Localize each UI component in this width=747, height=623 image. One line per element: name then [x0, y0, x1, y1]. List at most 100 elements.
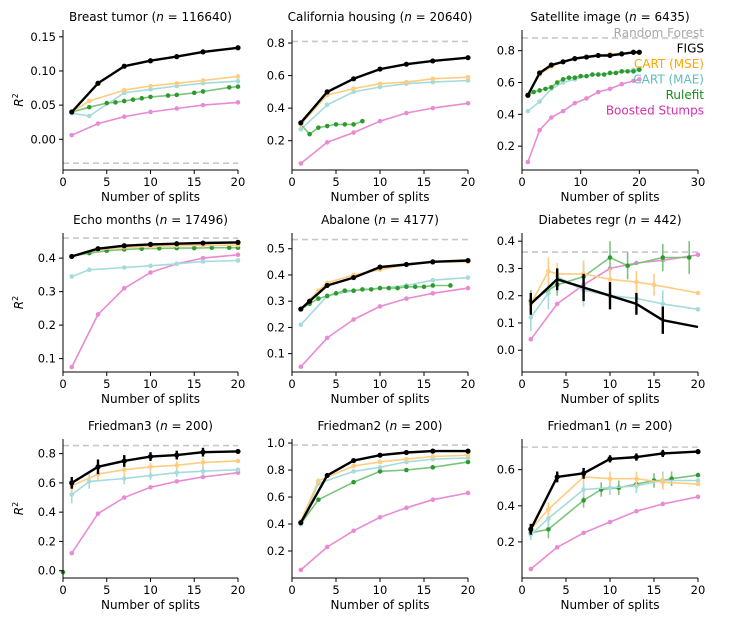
- x-tick-label: 15: [187, 377, 202, 391]
- data-point-figs: [607, 456, 613, 462]
- data-point-figs: [69, 480, 75, 486]
- y-axis-label: R2: [11, 93, 26, 106]
- data-point-stumps: [572, 100, 578, 106]
- data-point-cart_mae: [581, 487, 586, 492]
- data-point-rulefit: [316, 125, 321, 130]
- y-tick-label: 0.2: [267, 544, 285, 558]
- data-point-rulefit: [104, 100, 110, 106]
- y-tick-label: 0.00: [30, 132, 56, 146]
- panel-title: Echo months (n = 17496): [73, 213, 228, 227]
- data-point-figs: [377, 264, 383, 270]
- legend-entry-cart_mse: CART (MSE): [634, 57, 704, 71]
- data-point-cart_mse: [235, 458, 241, 464]
- data-point-figs: [403, 449, 409, 456]
- y-tick-label: 0.05: [30, 98, 56, 112]
- series-stumps: [298, 490, 471, 573]
- data-point-figs: [595, 52, 601, 59]
- x-tick-label: 20: [231, 175, 246, 189]
- data-point-rulefit: [333, 291, 339, 296]
- panel-title-n: = 20640): [412, 10, 473, 24]
- series-stumps: [298, 285, 471, 370]
- data-point-figs: [537, 70, 543, 76]
- series-line-rulefit: [530, 474, 699, 534]
- data-point-stumps: [324, 544, 330, 550]
- data-point-cart_mae: [560, 80, 566, 85]
- data-point-rulefit: [139, 95, 145, 101]
- data-point-rulefit: [625, 263, 630, 269]
- series-figs: [298, 448, 471, 526]
- data-point-figs: [324, 89, 330, 95]
- data-point-stumps: [377, 118, 383, 124]
- series-stumps: [298, 100, 471, 166]
- series-cart_mse: [298, 452, 471, 524]
- data-point-rulefit: [430, 283, 436, 288]
- series-cart_mae: [69, 466, 241, 504]
- data-point-figs: [200, 240, 206, 246]
- data-point-stumps: [404, 296, 409, 301]
- data-point-cart_mae: [351, 469, 356, 474]
- data-point-stumps: [560, 108, 566, 114]
- data-point-figs: [525, 92, 531, 98]
- data-point-stumps: [404, 505, 409, 511]
- data-point-stumps: [148, 270, 153, 275]
- y-tick-label: 0.3: [267, 294, 285, 308]
- x-axis-label: Number of splits: [331, 392, 430, 406]
- data-point-cart_mse: [200, 460, 206, 465]
- data-point-figs: [403, 261, 409, 268]
- data-point-figs: [695, 449, 701, 455]
- data-point-stumps: [174, 479, 180, 484]
- data-point-stumps: [537, 127, 542, 133]
- series-cart_mae: [298, 275, 471, 328]
- x-tick-label: 30: [691, 175, 706, 189]
- data-point-figs: [147, 241, 154, 247]
- series-cart_mae: [69, 258, 241, 279]
- data-point-cart_mae: [465, 78, 471, 83]
- panel-title-text: Friedman2 (: [318, 419, 390, 433]
- data-point-rulefit: [130, 97, 136, 102]
- data-point-stumps: [95, 511, 101, 516]
- data-point-figs: [121, 243, 127, 249]
- x-tick-label: 15: [647, 377, 662, 391]
- data-point-cart_mae: [86, 267, 92, 273]
- data-point-cart_mse: [404, 456, 409, 462]
- data-point-stumps: [69, 550, 75, 556]
- data-point-rulefit: [607, 255, 613, 260]
- data-point-rulefit: [566, 75, 572, 81]
- y-tick-label: 0.1: [267, 347, 285, 361]
- x-axis-label: Number of splits: [101, 598, 200, 612]
- legend-entry-figs: FIGS: [677, 42, 704, 56]
- y-tick-label: 0.1: [38, 352, 56, 366]
- data-point-figs: [607, 52, 613, 59]
- data-point-figs: [430, 448, 436, 454]
- data-point-stumps: [121, 285, 127, 291]
- data-point-figs: [619, 51, 625, 57]
- data-point-cart_mae: [525, 108, 531, 114]
- series-rulefit: [69, 84, 241, 115]
- data-point-figs: [636, 49, 642, 55]
- data-point-cart_mae: [351, 89, 356, 95]
- data-point-rulefit: [351, 122, 356, 127]
- data-point-stumps: [121, 114, 127, 120]
- panel-7: Friedman3 (n = 200) 0 5 10 15 20 0.0 0.2 0.4 0.6 0…: [11, 419, 245, 612]
- data-point-cart_mse: [351, 86, 356, 91]
- x-tick-label: 20: [461, 583, 476, 597]
- panel-2: California housing (n = 20640) 0 5 10 15 20 0.…: [267, 10, 476, 204]
- y-tick-label: 0.6: [38, 476, 56, 490]
- x-tick-label: 20: [632, 175, 647, 189]
- data-point-rulefit: [121, 98, 127, 104]
- y-tick-label: 0.8: [267, 36, 285, 50]
- data-point-rulefit: [316, 296, 321, 301]
- data-point-cart_mae: [148, 473, 153, 478]
- data-point-cart_mse: [174, 463, 180, 468]
- data-point-rulefit: [695, 472, 701, 478]
- data-point-stumps: [174, 106, 180, 111]
- data-point-cart_mse: [148, 83, 153, 89]
- panel-5: Abalone (n = 4177) 0 5 10 15 20 0.1 0.2 0.3 0.4 0.…: [267, 213, 476, 406]
- legend-entry-rf: Random Forest: [614, 26, 705, 40]
- data-point-cart_mse: [377, 81, 383, 87]
- x-tick-label: 15: [417, 175, 432, 189]
- series-figs: [528, 449, 701, 535]
- data-point-stumps: [581, 530, 586, 536]
- x-axis-label: Number of splits: [331, 598, 430, 612]
